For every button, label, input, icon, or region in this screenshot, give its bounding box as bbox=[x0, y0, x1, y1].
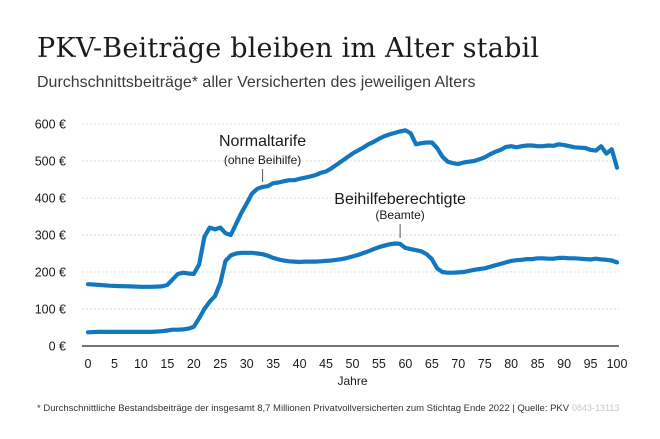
y-tick-label: 200 € bbox=[35, 266, 66, 280]
y-tick-labels: 0 € 100 € 200 € 300 € 400 € 500 € 600 € bbox=[35, 118, 66, 354]
x-tick-label: 25 bbox=[213, 357, 227, 371]
y-tick-label: 600 € bbox=[35, 118, 66, 132]
x-tick-label: 5 bbox=[111, 357, 118, 371]
x-tick-labels: 0 5 10 15 20 25 30 35 40 45 50 55 60 65 70 75 80 85 90 95 10… bbox=[85, 357, 628, 371]
annotations: Normaltarife (ohne Beihilfe) Beihilfeber… bbox=[219, 133, 466, 238]
annotation-beihilfe-note: (Beamte) bbox=[375, 208, 424, 222]
x-axis-label: Jahre bbox=[337, 374, 367, 388]
chart-subtitle: Durchschnittsbeiträge* aller Versicherte… bbox=[37, 74, 476, 91]
x-tick-label: 80 bbox=[504, 357, 518, 371]
x-tick-label: 65 bbox=[425, 357, 439, 371]
x-tick-label: 40 bbox=[293, 357, 307, 371]
x-tick-label: 15 bbox=[160, 357, 174, 371]
x-tick-label: 45 bbox=[319, 357, 333, 371]
x-tick-label: 55 bbox=[372, 357, 386, 371]
series-lines bbox=[85, 128, 620, 335]
x-tick-label: 75 bbox=[478, 357, 492, 371]
footnote: * Durchschnittliche Bestandsbeiträge der… bbox=[37, 403, 570, 414]
x-tick-label: 20 bbox=[187, 357, 201, 371]
watermark: 0843-13113 bbox=[572, 403, 620, 413]
grid-lines bbox=[82, 123, 619, 310]
y-tick-label: 100 € bbox=[35, 303, 66, 317]
x-tick-label: 10 bbox=[134, 357, 148, 371]
y-tick-label: 400 € bbox=[35, 192, 66, 206]
y-tick-label: 500 € bbox=[35, 155, 66, 169]
x-tick-label: 35 bbox=[266, 357, 280, 371]
series-line-beihilfeberechtigte bbox=[85, 241, 620, 335]
x-tick-label: 0 bbox=[85, 357, 92, 371]
annotation-normaltarife-label: Normaltarife bbox=[219, 133, 306, 150]
x-tick-label: 50 bbox=[346, 357, 360, 371]
y-tick-label: 0 € bbox=[49, 340, 66, 354]
chart-title: PKV-Beiträge bleiben im Alter stabil bbox=[37, 33, 540, 64]
x-tick-label: 60 bbox=[398, 357, 412, 371]
x-tick-label: 100 bbox=[607, 357, 628, 371]
x-tick-label: 30 bbox=[240, 357, 254, 371]
y-tick-label: 300 € bbox=[35, 229, 66, 243]
x-tick-label: 70 bbox=[451, 357, 465, 371]
series-line-normaltarife bbox=[85, 128, 620, 289]
x-tick-label: 85 bbox=[531, 357, 545, 371]
x-tick-label: 95 bbox=[584, 357, 598, 371]
x-tick-label: 90 bbox=[557, 357, 571, 371]
annotation-beihilfe-label: Beihilfeberechtigte bbox=[334, 191, 466, 208]
annotation-normaltarife-note: (ohne Beihilfe) bbox=[224, 153, 301, 167]
